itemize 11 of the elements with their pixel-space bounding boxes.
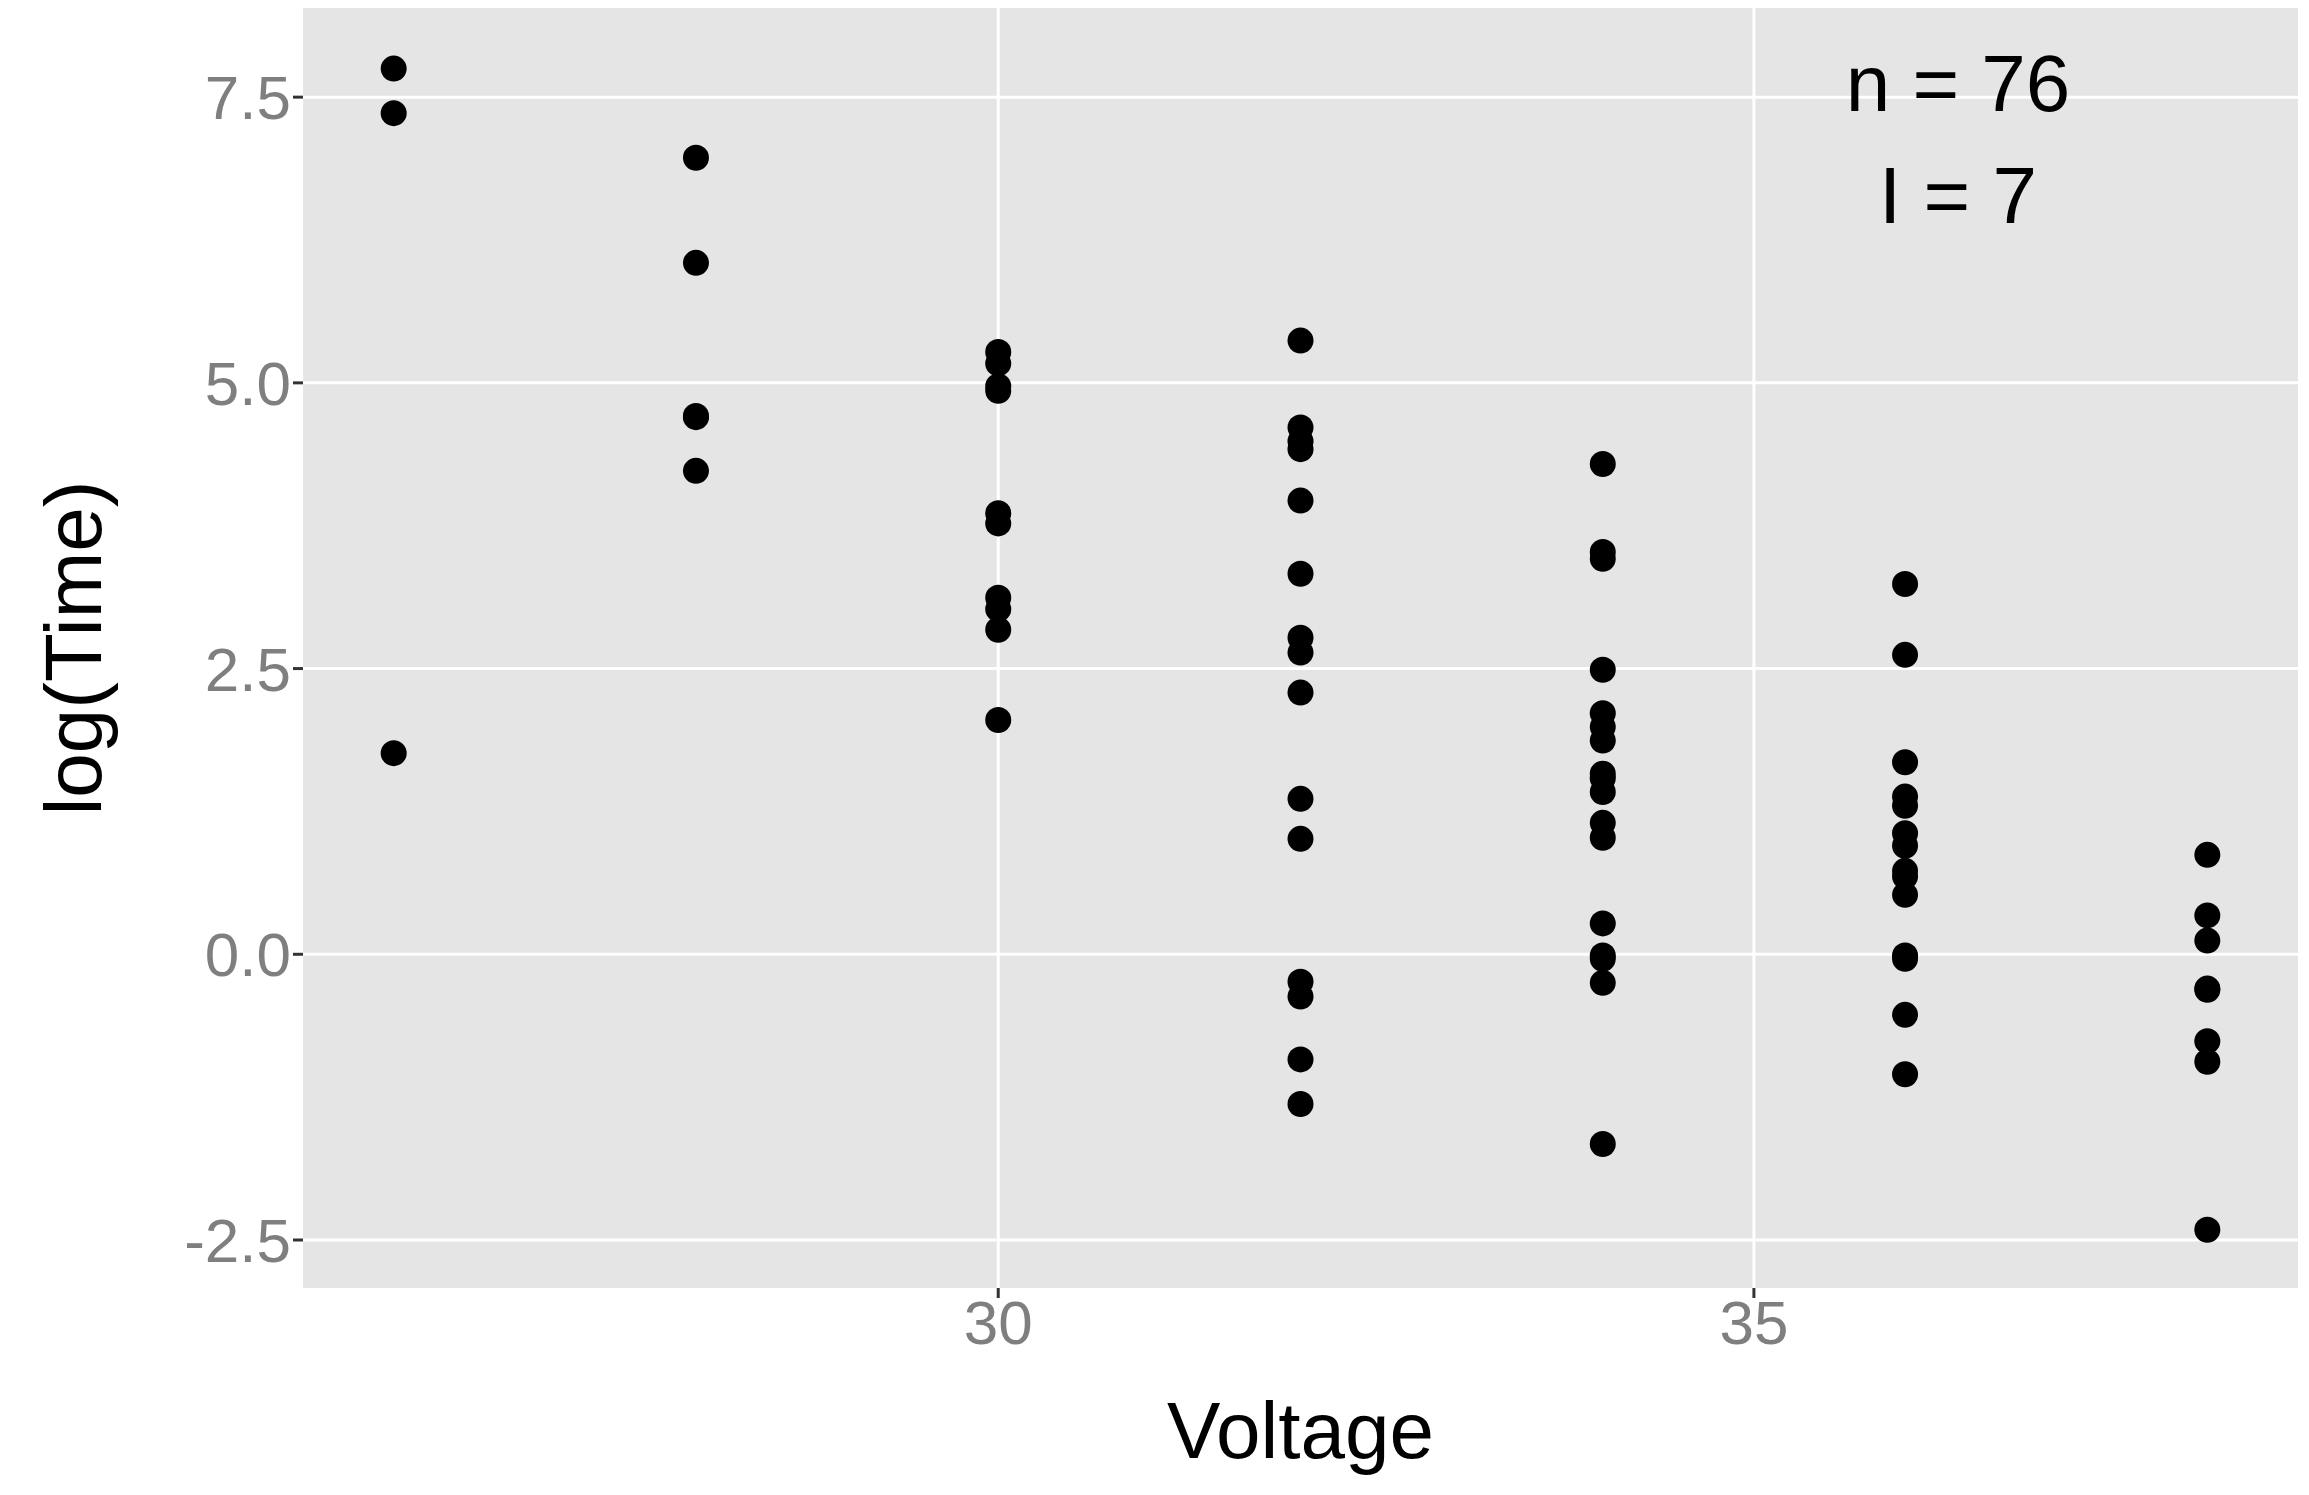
y-tick-label: 0.0 <box>204 920 291 990</box>
annotation: I = 7 <box>1878 150 2038 242</box>
x-axis-title: Voltage <box>1167 1386 1434 1475</box>
x-tick-label: 35 <box>1719 1288 1789 1358</box>
y-tick-label: 2.5 <box>204 634 291 704</box>
annotation: n = 76 <box>1844 38 2072 130</box>
y-tick-label: 5.0 <box>204 348 291 418</box>
y-axis-title: log(Time) <box>29 480 119 816</box>
y-tick-label: -2.5 <box>184 1206 291 1276</box>
y-tick-label: 7.5 <box>204 63 291 133</box>
x-tick-label: 30 <box>963 1288 1033 1358</box>
